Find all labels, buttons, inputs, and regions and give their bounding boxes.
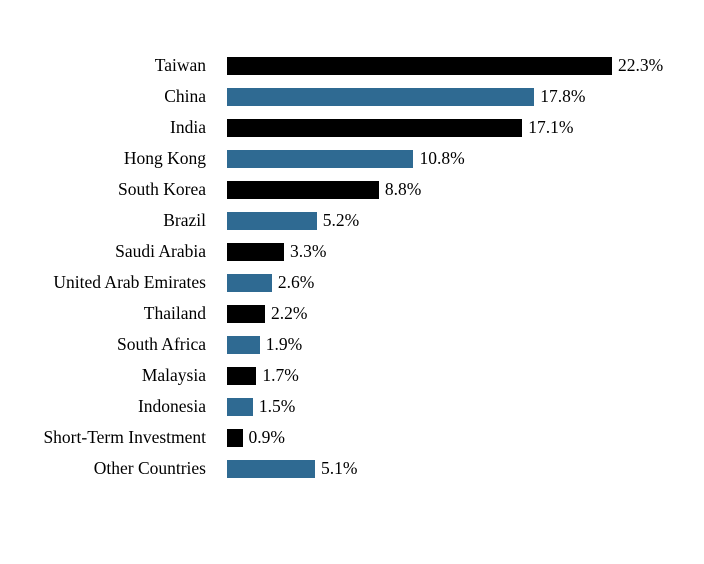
bar xyxy=(227,118,523,137)
category-label: Malaysia xyxy=(141,364,206,385)
chart-row: China 17.8% xyxy=(0,81,704,112)
bar-zone: 5.1% xyxy=(227,453,358,484)
chart-row: India 17.1% xyxy=(0,112,704,143)
value-label: 22.3% xyxy=(618,54,664,75)
bar-zone: 22.3% xyxy=(227,50,663,81)
value-label: 0.9% xyxy=(248,426,285,447)
value-label: 1.7% xyxy=(262,364,299,385)
category-label: Short-Term Investment xyxy=(43,426,206,447)
bar-zone: 5.2% xyxy=(227,205,359,236)
bar xyxy=(227,366,257,385)
bar-zone: 2.2% xyxy=(227,298,307,329)
bar-zone: 0.9% xyxy=(227,422,285,453)
chart-row: United Arab Emirates 2.6% xyxy=(0,267,704,298)
chart-row: Hong Kong 10.8% xyxy=(0,143,704,174)
category-label: Other Countries xyxy=(93,457,206,478)
chart-row: South Africa 1.9% xyxy=(0,329,704,360)
category-label: Hong Kong xyxy=(123,147,206,168)
category-label: Thailand xyxy=(143,302,206,323)
category-label: China xyxy=(164,85,206,106)
chart-row: Indonesia 1.5% xyxy=(0,391,704,422)
value-label: 1.9% xyxy=(265,333,303,354)
category-label: Brazil xyxy=(163,209,206,230)
value-label: 5.2% xyxy=(322,209,360,230)
value-label: 5.1% xyxy=(321,457,358,478)
value-label: 8.8% xyxy=(384,178,422,199)
value-label: 2.2% xyxy=(270,302,308,323)
category-label: Saudi Arabia xyxy=(115,240,206,261)
category-label: United Arab Emirates xyxy=(53,271,206,292)
bar-zone: 17.8% xyxy=(227,81,586,112)
chart-row: Thailand 2.2% xyxy=(0,298,704,329)
chart-row: Malaysia 1.7% xyxy=(0,360,704,391)
value-label: 17.8% xyxy=(540,85,586,106)
bar xyxy=(227,397,253,416)
bar xyxy=(227,56,612,75)
chart-row: Other Countries 5.1% xyxy=(0,453,704,484)
bar xyxy=(227,211,317,230)
value-label: 3.3% xyxy=(289,240,327,261)
category-label: South Africa xyxy=(117,333,206,354)
bar xyxy=(227,87,535,106)
bar xyxy=(227,180,379,199)
category-label: Taiwan xyxy=(154,54,206,75)
bar-zone: 10.8% xyxy=(227,143,465,174)
category-label: South Korea xyxy=(118,178,206,199)
country-allocation-bar-chart: Taiwan 22.3% China 17.8% India 17.1% Hong Kong… xyxy=(0,50,704,484)
chart-row: Brazil 5.2% xyxy=(0,205,704,236)
bar-zone: 1.9% xyxy=(227,329,302,360)
category-label: India xyxy=(170,116,206,137)
bar-zone: 1.7% xyxy=(227,360,299,391)
chart-row: Short-Term Investment 0.9% xyxy=(0,422,704,453)
value-label: 1.5% xyxy=(258,395,296,416)
bar xyxy=(227,335,260,354)
chart-row: Taiwan 22.3% xyxy=(0,50,704,81)
bar xyxy=(227,304,265,323)
bar-zone: 2.6% xyxy=(227,267,314,298)
bar xyxy=(227,149,414,168)
chart-row: Saudi Arabia 3.3% xyxy=(0,236,704,267)
bar xyxy=(227,428,243,447)
bar-zone: 8.8% xyxy=(227,174,421,205)
bar-zone: 1.5% xyxy=(227,391,295,422)
value-label: 2.6% xyxy=(277,271,315,292)
bar xyxy=(227,242,284,261)
bar-zone: 17.1% xyxy=(227,112,573,143)
chart-row: South Korea 8.8% xyxy=(0,174,704,205)
bar xyxy=(227,273,272,292)
value-label: 10.8% xyxy=(419,147,465,168)
category-label: Indonesia xyxy=(137,395,206,416)
bar-zone: 3.3% xyxy=(227,236,326,267)
bar xyxy=(227,459,316,478)
value-label: 17.1% xyxy=(528,116,574,137)
